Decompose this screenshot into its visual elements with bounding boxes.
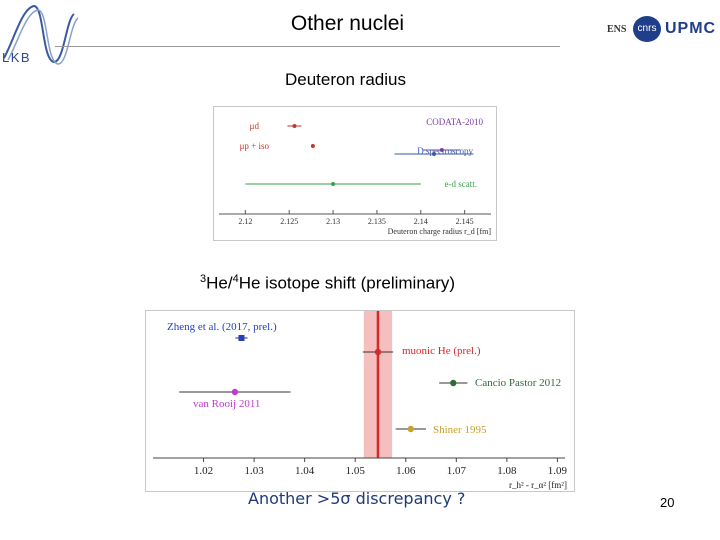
helium-isotope-heading: 3He/4He isotope shift (preliminary) xyxy=(200,273,455,294)
x-axis-label: Deuteron charge radius r_d [fm] xyxy=(388,227,492,236)
x-tick-label: 1.03 xyxy=(244,465,264,477)
x-tick-label: 2.145 xyxy=(456,217,474,226)
x-tick-label: 1.04 xyxy=(295,465,315,477)
lkb-wave-icon xyxy=(3,4,79,65)
series-label: μp + iso xyxy=(240,141,270,151)
superscript-4: 4 xyxy=(232,273,239,285)
upmc-logo: UPMC xyxy=(665,20,717,37)
data-point xyxy=(450,379,457,387)
series-label: Cancio Pastor 2012 xyxy=(475,377,561,389)
chart-frame xyxy=(213,106,497,241)
institution-logos: ENS cnrs UPMC xyxy=(607,14,717,44)
data-point xyxy=(231,388,239,396)
data-point xyxy=(431,152,436,156)
x-tick-label: 2.125 xyxy=(280,217,298,226)
x-tick-label: 2.12 xyxy=(238,217,252,226)
x-tick-label: 1.08 xyxy=(497,465,517,477)
series-label: μd xyxy=(250,121,260,131)
discrepancy-question: Another >5σ discrepancy ? xyxy=(248,489,466,508)
data-point xyxy=(331,182,336,186)
data-point xyxy=(374,348,382,356)
series-label: Zheng et al. (2017, prel.) xyxy=(167,321,277,333)
x-tick-label: 2.135 xyxy=(368,217,386,226)
heading-part-rest: He isotope shift (preliminary) xyxy=(238,273,456,293)
deuteron-radius-heading: Deuteron radius xyxy=(285,70,406,89)
x-tick-label: 1.05 xyxy=(346,465,366,477)
ens-logo: ENS xyxy=(607,24,627,35)
x-tick-label: 1.07 xyxy=(447,465,467,477)
cnrs-logo: cnrs xyxy=(633,16,661,42)
data-point xyxy=(407,425,415,433)
page-number: 20 xyxy=(660,495,675,510)
x-tick-label: 1.02 xyxy=(194,465,213,477)
data-point xyxy=(292,124,297,128)
x-tick-label: 1.06 xyxy=(396,465,416,477)
series-label: muonic He (prel.) xyxy=(402,345,481,357)
title-divider xyxy=(55,46,560,47)
series-label: e-d scatt. xyxy=(445,179,477,189)
data-point xyxy=(310,144,315,148)
helium-isotope-shift-chart: 1.02 1.03 1.04 1.05 1.06 1.07 1.08 1.09 r_h² - r… xyxy=(145,310,575,492)
series-label: van Rooij 2011 xyxy=(193,398,260,410)
data-point xyxy=(439,148,444,152)
slide-title: Other nuclei xyxy=(290,12,405,35)
x-tick-label: 2.13 xyxy=(326,217,340,226)
x-axis-label: r_h² - r_α² [fm²] xyxy=(509,480,567,490)
series-label: D spectroscopy xyxy=(417,146,473,156)
heading-part-he: He/ xyxy=(206,273,233,293)
series-label: CODATA-2010 xyxy=(426,117,483,127)
series-label: Shiner 1995 xyxy=(433,424,487,436)
lab-logo-text: LKB xyxy=(2,50,32,65)
superscript-3: 3 xyxy=(200,273,207,285)
x-tick-label: 1.09 xyxy=(548,465,568,477)
x-tick-label: 2.14 xyxy=(414,217,428,226)
chart-frame xyxy=(145,310,575,492)
data-point xyxy=(238,335,245,341)
lkb-logo xyxy=(0,0,80,72)
